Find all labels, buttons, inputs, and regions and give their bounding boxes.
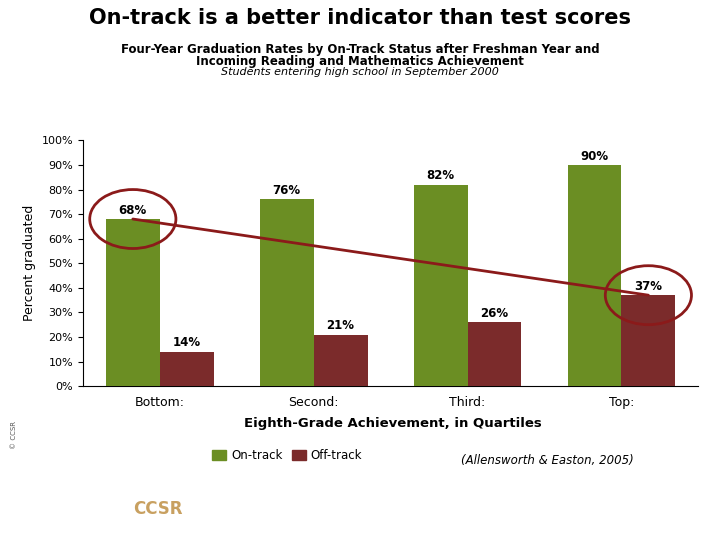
Y-axis label: Percent graduated: Percent graduated <box>23 205 36 321</box>
Text: 21%: 21% <box>327 319 354 332</box>
Text: On-track is a better indicator than test scores: On-track is a better indicator than test… <box>89 8 631 28</box>
Bar <box>467 322 521 386</box>
Bar <box>414 185 467 386</box>
Text: Four-Year Graduation Rates by On-Track Status after Freshman Year and: Four-Year Graduation Rates by On-Track S… <box>121 43 599 56</box>
Text: 26%: 26% <box>480 307 508 320</box>
Text: ccsr.uchicago.edu: ccsr.uchicago.edu <box>592 502 704 516</box>
Text: Eighth-Grade Achievement, in Quartiles: Eighth-Grade Achievement, in Quartiles <box>243 417 541 430</box>
Text: (Allensworth & Easton, 2005): (Allensworth & Easton, 2005) <box>461 454 634 467</box>
Text: Incoming Reading and Mathematics Achievement: Incoming Reading and Mathematics Achieve… <box>196 55 524 68</box>
Text: 37%: 37% <box>634 280 662 293</box>
Text: 76%: 76% <box>273 184 301 197</box>
Bar <box>260 199 314 386</box>
Bar <box>314 334 367 386</box>
Bar <box>160 352 214 386</box>
Text: 82%: 82% <box>426 169 455 182</box>
Legend: On-track, Off-track: On-track, Off-track <box>207 444 367 467</box>
Bar <box>621 295 675 386</box>
Bar <box>567 165 621 386</box>
Bar <box>106 219 160 386</box>
Text: CCSR: CCSR <box>133 500 183 518</box>
Text: 14%: 14% <box>173 336 201 349</box>
Text: 90%: 90% <box>580 150 608 163</box>
Text: UCHICAGO: UCHICAGO <box>16 500 114 518</box>
Text: Students entering high school in September 2000: Students entering high school in Septemb… <box>221 67 499 77</box>
Text: © CCSR: © CCSR <box>11 421 17 449</box>
Text: 68%: 68% <box>119 204 147 217</box>
